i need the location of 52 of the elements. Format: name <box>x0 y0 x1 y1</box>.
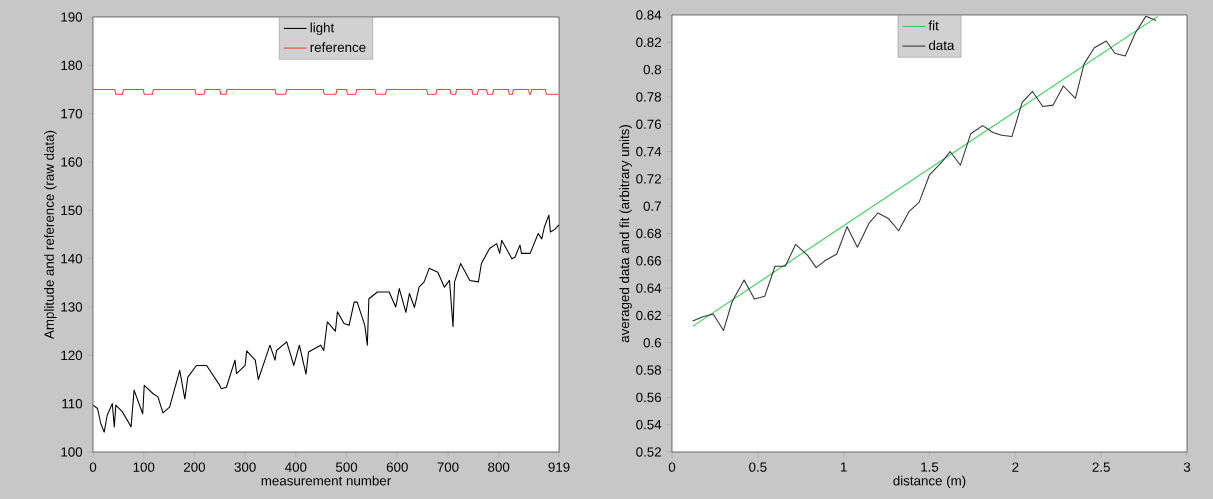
y-tick-label: 130 <box>61 302 83 312</box>
x-tick-label: 300 <box>234 462 256 472</box>
x-tick-label: 100 <box>133 462 155 472</box>
x-tick-label: 1.5 <box>921 462 939 472</box>
y-tick-label: 0.66 <box>636 256 662 266</box>
x-tick-label: 800 <box>488 462 510 472</box>
x-tick-label: 200 <box>183 462 206 472</box>
x-tick-label: 700 <box>437 462 459 472</box>
y-tick-label: 0.7 <box>643 201 661 211</box>
legend-label: fit <box>928 20 939 31</box>
x-tick-label: 500 <box>335 462 358 472</box>
y-tick-label: 0.56 <box>636 392 662 403</box>
legend-label: light <box>310 22 335 36</box>
legend-label: reference <box>310 42 366 53</box>
y-tick-label: 140 <box>61 253 83 264</box>
y-tick-label: 0.6 <box>643 338 662 348</box>
y-tick-label: 100 <box>61 447 83 457</box>
y-tick-label: 0.72 <box>636 174 661 184</box>
y-tick-label: 180 <box>61 60 83 71</box>
y-tick-label: 0.8 <box>643 64 662 75</box>
x-tick-label: 400 <box>285 462 307 472</box>
y-axis-title: averaged data and fit (arbitrary units) <box>619 125 632 343</box>
y-tick-label: 0.82 <box>636 37 661 48</box>
y-tick-label: 190 <box>61 12 83 22</box>
y-tick-label: 160 <box>61 157 83 167</box>
y-tick-label: 0.78 <box>636 92 662 102</box>
y-tick-label: 0.76 <box>636 119 662 129</box>
y-tick-label: 120 <box>61 350 83 361</box>
x-tick-label: 0 <box>89 462 97 472</box>
y-tick-label: 110 <box>62 398 83 409</box>
x-tick-label: 0 <box>668 462 676 472</box>
x-tick-label: 1 <box>840 462 847 472</box>
x-tick-label: 2.5 <box>1092 462 1110 472</box>
x-tick-label: 919 <box>548 462 570 472</box>
x-tick-label: 3 <box>1183 462 1191 472</box>
y-tick-label: 0.58 <box>636 365 662 375</box>
x-tick-label: 0.5 <box>749 462 767 472</box>
x-tick-label: 2 <box>1012 462 1019 472</box>
y-tick-label: 150 <box>61 205 83 216</box>
y-axis-title: Amplitude and reference (raw data) <box>44 130 57 339</box>
y-tick-label: 0.68 <box>636 228 662 239</box>
legend-label: data <box>929 40 955 51</box>
y-tick-label: 0.74 <box>636 146 662 157</box>
x-tick-label: 600 <box>386 462 408 472</box>
y-tick-label: 0.62 <box>636 310 661 321</box>
y-tick-label: 170 <box>61 108 83 119</box>
x-axis-title: measurement number <box>261 475 391 486</box>
y-tick-label: 0.84 <box>636 10 662 20</box>
y-tick-label: 0.52 <box>636 447 661 457</box>
y-tick-label: 0.64 <box>636 283 662 293</box>
x-axis-title: distance (m) <box>893 475 966 489</box>
y-tick-label: 0.54 <box>636 419 662 430</box>
